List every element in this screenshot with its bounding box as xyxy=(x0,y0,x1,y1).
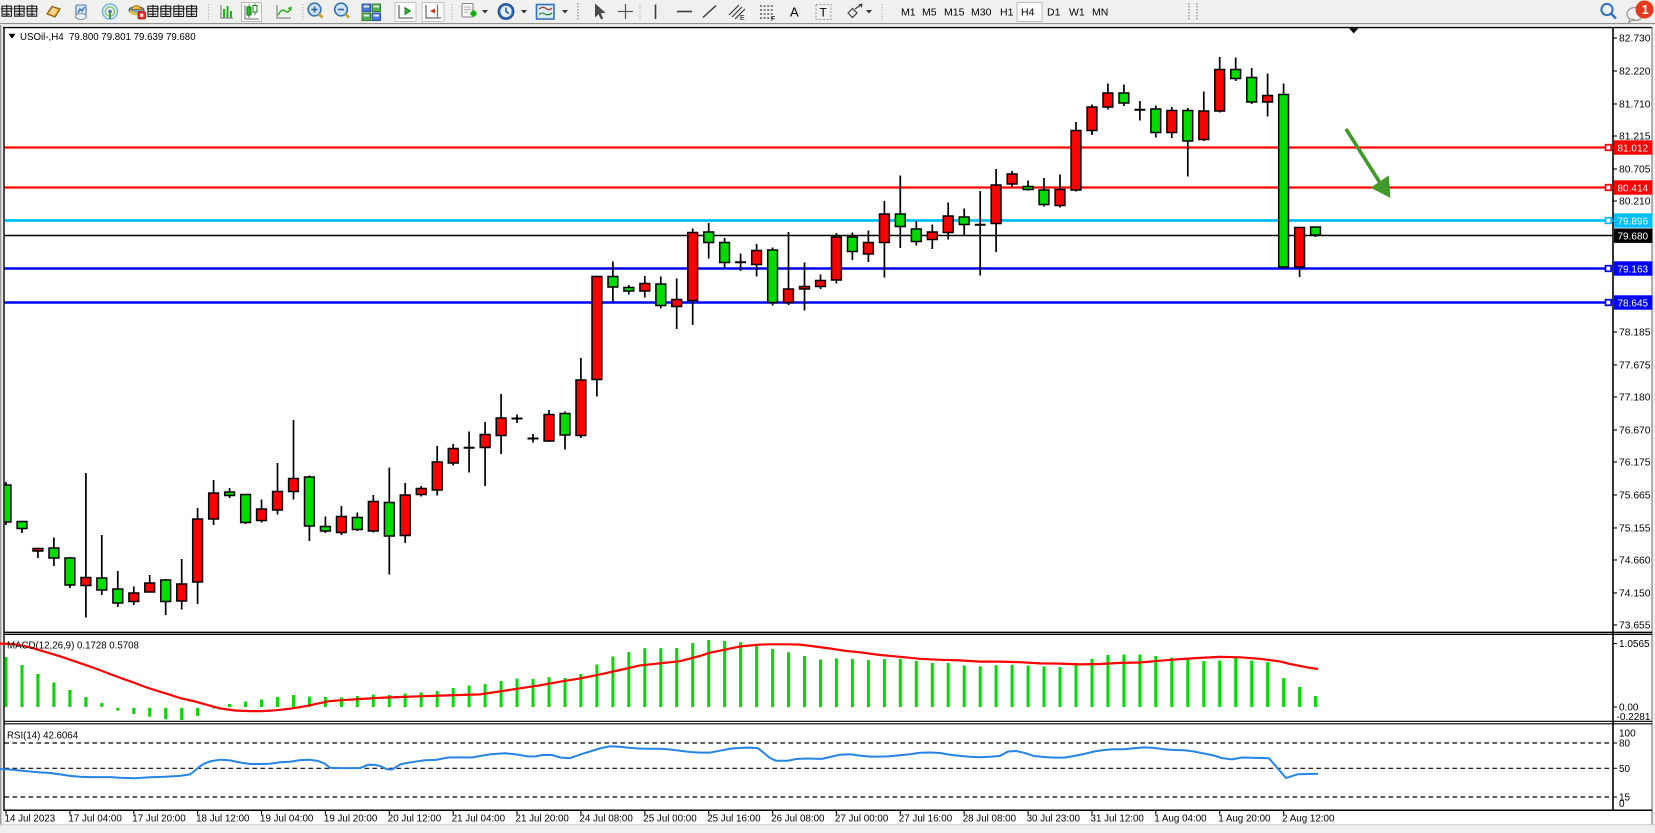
svg-text:25 Jul 16:00: 25 Jul 16:00 xyxy=(707,814,761,825)
svg-text:76.175: 76.175 xyxy=(1619,457,1651,468)
svg-text:78.645: 78.645 xyxy=(1618,298,1649,309)
svg-text:M5: M5 xyxy=(922,7,937,19)
svg-text:80.414: 80.414 xyxy=(1618,183,1649,194)
svg-text:82.220: 82.220 xyxy=(1619,66,1651,77)
svg-text:74.660: 74.660 xyxy=(1619,555,1651,566)
svg-text:H4: H4 xyxy=(1021,7,1035,19)
svg-text:H1: H1 xyxy=(1000,7,1014,19)
svg-text:21 Jul 04:00: 21 Jul 04:00 xyxy=(452,814,506,825)
svg-text:27 Jul 16:00: 27 Jul 16:00 xyxy=(899,814,953,825)
svg-text:14 Jul 2023: 14 Jul 2023 xyxy=(5,814,56,825)
svg-text:26 Jul 08:00: 26 Jul 08:00 xyxy=(771,814,825,825)
svg-text:RSI(14) 42.6064: RSI(14) 42.6064 xyxy=(7,731,79,742)
svg-text:1: 1 xyxy=(1642,3,1649,17)
svg-text:M15: M15 xyxy=(944,7,965,19)
svg-text:78.185: 78.185 xyxy=(1619,327,1651,338)
svg-text:21 Jul 20:00: 21 Jul 20:00 xyxy=(516,814,570,825)
svg-text:77.675: 77.675 xyxy=(1619,360,1651,371)
svg-text:79.896: 79.896 xyxy=(1618,216,1649,227)
svg-text:82.730: 82.730 xyxy=(1619,34,1651,45)
svg-text:100: 100 xyxy=(1619,729,1636,740)
svg-text:MACD(12,26,9) 0.1728 0.5708: MACD(12,26,9) 0.1728 0.5708 xyxy=(7,641,139,652)
svg-text:T: T xyxy=(820,6,828,20)
svg-text:25 Jul 00:00: 25 Jul 00:00 xyxy=(643,814,697,825)
svg-text:A: A xyxy=(790,5,799,20)
svg-text:76.670: 76.670 xyxy=(1619,425,1651,436)
svg-text:27 Jul 00:00: 27 Jul 00:00 xyxy=(835,814,889,825)
svg-text:79.680: 79.680 xyxy=(1618,232,1649,243)
svg-text:19 Jul 20:00: 19 Jul 20:00 xyxy=(324,814,378,825)
svg-text:77.180: 77.180 xyxy=(1619,392,1651,403)
svg-text:2 Aug 12:00: 2 Aug 12:00 xyxy=(1282,814,1335,825)
svg-text:USOil-,H4 79.800 79.801 79.63: USOil-,H4 79.800 79.801 79.639 79.680 xyxy=(20,32,196,43)
svg-text:81.710: 81.710 xyxy=(1619,99,1651,110)
svg-text:30 Jul 23:00: 30 Jul 23:00 xyxy=(1027,814,1081,825)
svg-text:1 Aug 04:00: 1 Aug 04:00 xyxy=(1154,814,1207,825)
svg-text:17 Jul 04:00: 17 Jul 04:00 xyxy=(68,814,122,825)
svg-text:18 Jul 12:00: 18 Jul 12:00 xyxy=(196,814,250,825)
svg-text:M30: M30 xyxy=(971,7,992,19)
svg-text:19 Jul 04:00: 19 Jul 04:00 xyxy=(260,814,314,825)
svg-text:17 Jul 20:00: 17 Jul 20:00 xyxy=(132,814,186,825)
svg-text:80: 80 xyxy=(1619,739,1631,750)
svg-text:75.665: 75.665 xyxy=(1619,490,1651,501)
svg-text:E: E xyxy=(740,15,745,22)
svg-text:0: 0 xyxy=(1619,799,1625,810)
svg-text:F: F xyxy=(771,16,775,23)
svg-text:1.0565: 1.0565 xyxy=(1619,639,1650,650)
svg-text:81.012: 81.012 xyxy=(1618,143,1649,154)
svg-text:81.215: 81.215 xyxy=(1619,131,1651,142)
svg-text:50: 50 xyxy=(1619,764,1631,775)
svg-text:75.155: 75.155 xyxy=(1619,523,1651,534)
svg-text:1 Aug 20:00: 1 Aug 20:00 xyxy=(1218,814,1271,825)
svg-text:80.210: 80.210 xyxy=(1619,196,1651,207)
svg-text:15: 15 xyxy=(1619,793,1631,804)
svg-text:28 Jul 08:00: 28 Jul 08:00 xyxy=(963,814,1017,825)
svg-text:31 Jul 12:00: 31 Jul 12:00 xyxy=(1091,814,1145,825)
svg-text:74.150: 74.150 xyxy=(1619,588,1651,599)
svg-text:24 Jul 08:00: 24 Jul 08:00 xyxy=(579,814,633,825)
svg-text:0.00: 0.00 xyxy=(1619,703,1639,714)
svg-text:80.705: 80.705 xyxy=(1619,164,1651,175)
svg-text:20 Jul 12:00: 20 Jul 12:00 xyxy=(388,814,442,825)
svg-text:MN: MN xyxy=(1092,7,1108,19)
svg-text:D1: D1 xyxy=(1047,7,1061,19)
svg-text:M1: M1 xyxy=(901,7,916,19)
svg-text:79.163: 79.163 xyxy=(1618,264,1649,275)
svg-text:73.655: 73.655 xyxy=(1619,620,1651,631)
svg-text:W1: W1 xyxy=(1069,7,1085,19)
svg-text:-0.2281: -0.2281 xyxy=(1617,712,1651,723)
